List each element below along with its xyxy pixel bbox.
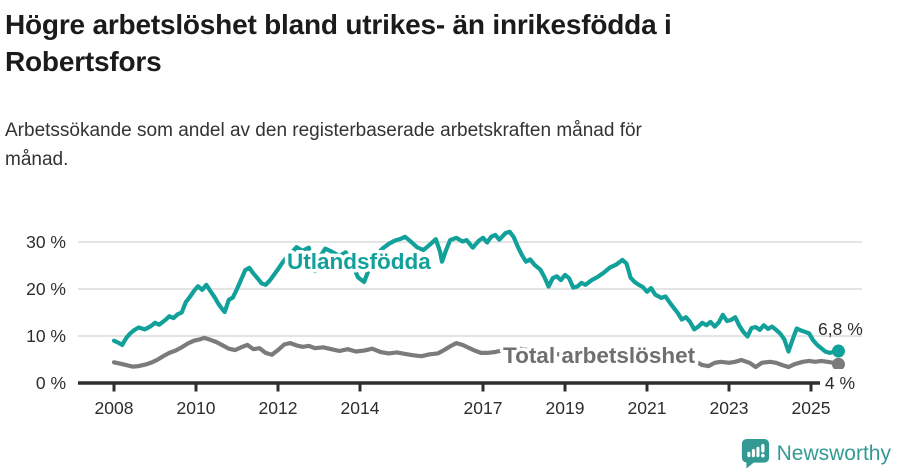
- y-tick-label: 20 %: [26, 279, 66, 299]
- x-tick-label: 2023: [710, 398, 749, 418]
- utlandsfodda-end-dot: [831, 344, 845, 358]
- x-tick-label: 2008: [95, 398, 134, 418]
- brand-footer: Newsworthy: [741, 438, 891, 469]
- y-tick-label: 10 %: [26, 326, 66, 346]
- newsworthy-logo-icon: [741, 439, 769, 469]
- x-tick-label: 2010: [177, 398, 216, 418]
- x-tick-label: 2025: [792, 398, 831, 418]
- brand-name: Newsworthy: [776, 441, 891, 465]
- title-line-2: Robertsfors: [5, 46, 162, 77]
- subtitle-line-1: Arbetssökande som andel av den registerb…: [5, 120, 642, 141]
- x-tick-label: 2019: [546, 398, 585, 418]
- x-tick-label: 2014: [341, 398, 380, 418]
- utlandsfodda-line: [111, 229, 841, 355]
- total-line: [111, 335, 841, 370]
- x-tick-label: 2012: [259, 398, 298, 418]
- x-tick-label: 2021: [628, 398, 667, 418]
- total-label: Total arbetslöshet: [503, 343, 696, 368]
- total-end-label: 4 %: [825, 373, 855, 393]
- x-tick-label: 2017: [464, 398, 503, 418]
- subtitle-line-2: månad.: [5, 149, 69, 170]
- utlandsfodda-end-label: 6,8 %: [818, 319, 863, 339]
- end-label-mask: [820, 369, 862, 395]
- title-line-1: Högre arbetslöshet bland utrikes- än inr…: [5, 9, 672, 40]
- line-chart: 0 % 10 % 20 % 30 % 2008 2010 2012 2014 2017 2019 2…: [26, 229, 863, 418]
- page-title: Högre arbetslöshet bland utrikes- än inr…: [5, 6, 875, 80]
- total-end-dot: [831, 357, 845, 371]
- chart-subtitle: Arbetssökande som andel av den registerb…: [5, 116, 855, 174]
- y-tick-label: 0 %: [36, 373, 66, 393]
- y-tick-label: 30 %: [26, 232, 66, 252]
- utlandsfodda-label: Utlandsfödda: [287, 249, 431, 274]
